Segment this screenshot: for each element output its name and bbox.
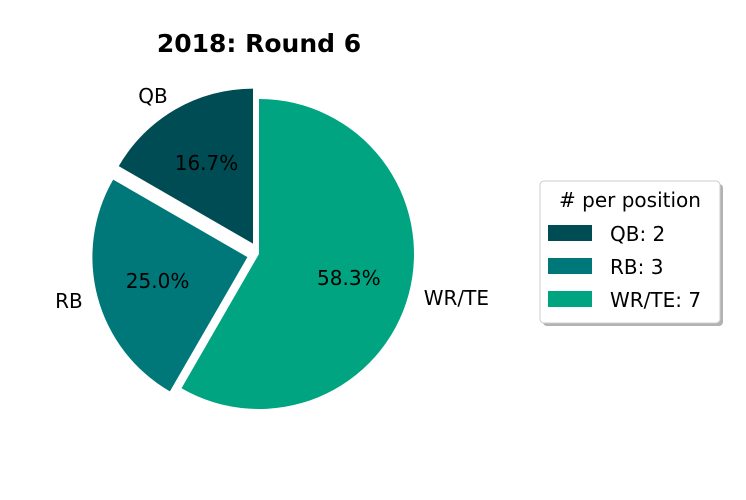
legend-entry-label: RB: 3 — [610, 255, 663, 279]
legend-title: # per position — [559, 188, 701, 212]
legend-box — [539, 180, 721, 324]
pie-slice-wr-te — [181, 99, 415, 409]
legend: # per position QB: 2 RB: 3 WR/TE: 7 — [539, 180, 723, 326]
legend-swatch — [548, 258, 592, 274]
pie-labels: QB 16.7% RB 25.0% WR/TE 58.3% — [55, 84, 489, 313]
pie-slice-qb — [118, 88, 254, 244]
pie-slice-rb — [92, 179, 248, 392]
slice-percent-label: 58.3% — [317, 266, 381, 290]
slice-category-label: RB — [55, 289, 83, 313]
legend-swatch — [548, 291, 592, 307]
legend-entry-label: QB: 2 — [610, 222, 665, 246]
legend-items: QB: 2 RB: 3 WR/TE: 7 — [548, 222, 701, 312]
slice-percent-label: 16.7% — [175, 151, 239, 175]
slice-percent-label: 25.0% — [126, 269, 190, 293]
legend-entry-label: WR/TE: 7 — [610, 288, 701, 312]
legend-swatch — [548, 225, 592, 241]
slice-category-label: WR/TE — [424, 286, 489, 310]
pie-slices — [92, 88, 415, 409]
slice-category-label: QB — [138, 84, 167, 108]
chart-title: 2018: Round 6 — [157, 29, 361, 58]
